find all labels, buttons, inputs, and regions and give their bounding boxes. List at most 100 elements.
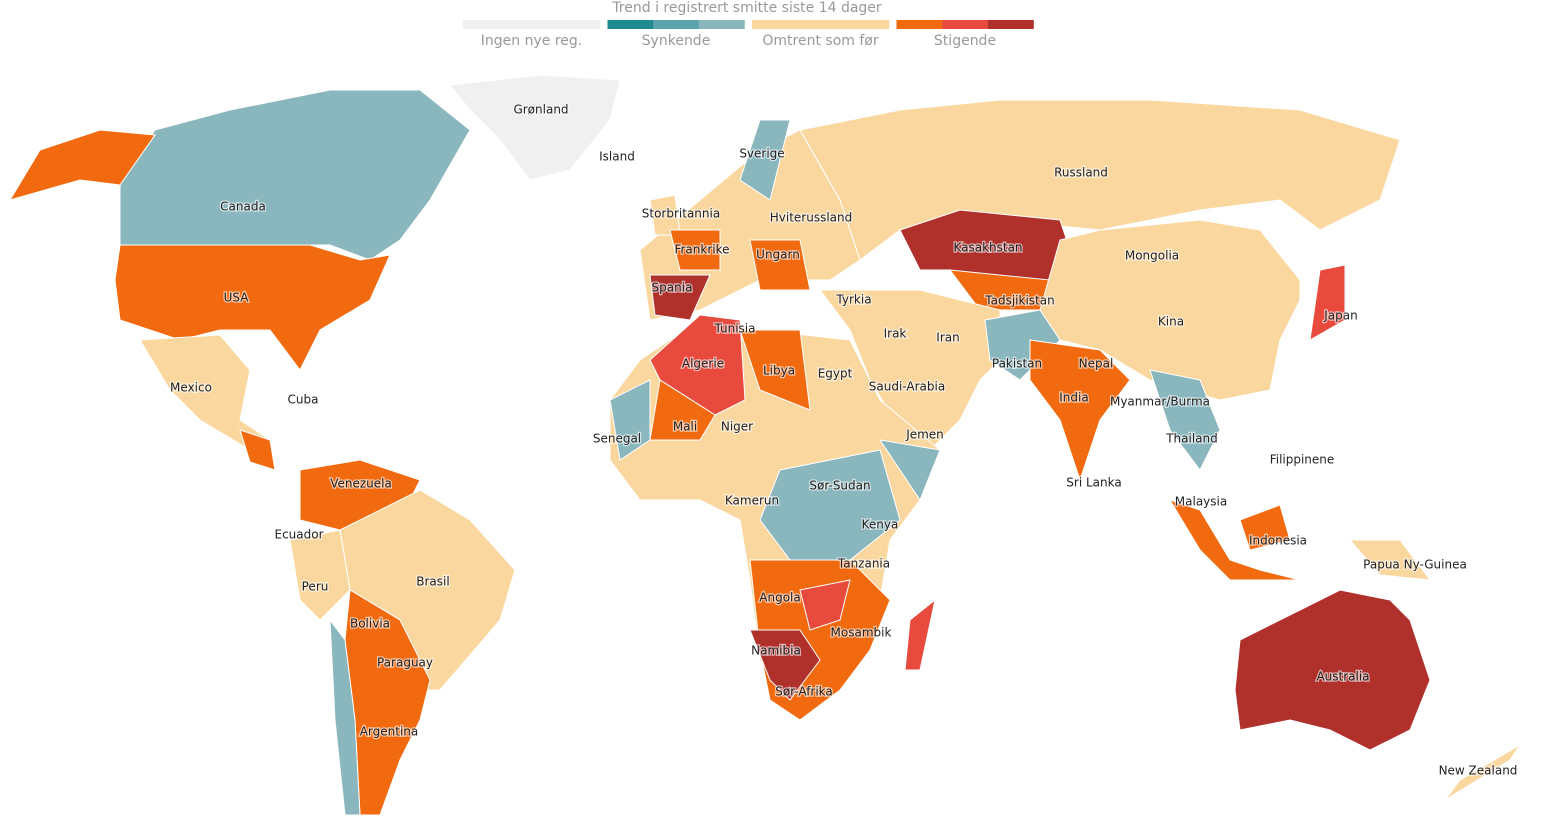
- madagascar: [904, 598, 936, 671]
- country-label: Pakistan: [992, 357, 1042, 371]
- country-label: Mosambik: [831, 626, 892, 640]
- legend-label: Stigende: [934, 33, 996, 49]
- country-label: Tyrkia: [835, 293, 871, 307]
- japan: [1309, 264, 1346, 341]
- country-label: Iran: [936, 331, 959, 345]
- papua: [1348, 539, 1432, 581]
- scandinavia: [739, 119, 791, 201]
- legend-label: Ingen nye reg.: [481, 33, 582, 49]
- country-label: Senegal: [593, 432, 641, 446]
- country-label: Sør-Afrika: [775, 685, 833, 699]
- country-label: Russland: [1054, 166, 1108, 180]
- legend: Ingen nye reg. Synkende Omtrent som før Sti…: [463, 20, 1034, 49]
- country-label: Venezuela: [330, 477, 392, 491]
- country-label: Tanzania: [837, 557, 890, 571]
- country-label: Argentina: [360, 725, 419, 739]
- country-label: Mali: [673, 420, 697, 434]
- france: [669, 229, 721, 271]
- country-label: Hviterussland: [770, 211, 853, 225]
- borneo: [1239, 504, 1291, 551]
- zambia: [799, 579, 851, 631]
- country-label: Grønland: [513, 103, 568, 117]
- country-label: Sri Lanka: [1066, 476, 1121, 490]
- country-label: Peru: [302, 580, 329, 594]
- country-label: Nepal: [1079, 357, 1114, 371]
- country-label: Paraguay: [377, 656, 433, 670]
- country-label: Australia: [1316, 670, 1369, 684]
- country-label: Kina: [1158, 315, 1184, 329]
- country-label: Mongolia: [1125, 249, 1179, 263]
- peru: [289, 529, 351, 621]
- country-label: Saudi-Arabia: [869, 380, 945, 394]
- country-label: Malaysia: [1175, 495, 1227, 509]
- legend-title: Trend i registrert smitte siste 14 dager: [611, 0, 882, 16]
- southeast-asia: [1149, 369, 1221, 471]
- country-label: Filippinene: [1270, 453, 1335, 467]
- west-africa: [609, 379, 651, 461]
- country-label: Sverige: [739, 147, 784, 161]
- middle-east: [819, 289, 1001, 461]
- country-label: Bolivia: [350, 617, 390, 631]
- country-label: Indonesia: [1249, 534, 1307, 548]
- legend-swatch: [896, 20, 943, 29]
- indonesia: [1168, 499, 1301, 581]
- country-label: Japan: [1323, 309, 1357, 323]
- chile: [329, 618, 361, 816]
- country-label: Mexico: [170, 381, 212, 395]
- legend-swatch: [942, 20, 989, 29]
- country-label: Thailand: [1165, 432, 1218, 446]
- country-label: Kamerun: [725, 494, 779, 508]
- country-label: Tadsjikistan: [984, 294, 1054, 308]
- country-label: Brasil: [416, 575, 449, 589]
- legend-swatch: [752, 20, 890, 29]
- central-america: [239, 429, 276, 471]
- spain: [649, 274, 711, 321]
- countries: [8, 74, 1521, 816]
- legend-label: Omtrent som før: [762, 33, 878, 49]
- china: [1039, 219, 1301, 401]
- country-label: Namibia: [751, 644, 801, 658]
- country-label: India: [1059, 391, 1088, 405]
- country-label: Ungarn: [756, 248, 800, 262]
- country-label: Frankrike: [674, 243, 729, 257]
- legend-swatch: [987, 20, 1034, 29]
- legend-label: Synkende: [642, 33, 711, 49]
- australia: [1234, 589, 1431, 751]
- country-label: Irak: [884, 327, 907, 341]
- country-label: Cuba: [288, 393, 319, 407]
- canada: [119, 89, 471, 261]
- country-label: Storbritannia: [642, 207, 720, 221]
- legend-swatch: [607, 20, 654, 29]
- country-label: Spania: [652, 281, 693, 295]
- mali: [649, 379, 716, 441]
- legend-swatch: [463, 20, 601, 29]
- country-label: Ecuador: [274, 528, 323, 542]
- country-label: Algerie: [682, 357, 724, 371]
- country-label: Niger: [721, 420, 753, 434]
- country-labels: Grønland Island Sverige Canada Russland Storb…: [169, 101, 1519, 779]
- country-label: New Zealand: [1439, 764, 1518, 778]
- country-label: Libya: [763, 364, 795, 378]
- country-label: Myanmar/Burma: [1110, 395, 1210, 409]
- balkans: [749, 239, 811, 291]
- india: [1029, 339, 1131, 482]
- alaska: [8, 129, 156, 201]
- greenland: [449, 74, 621, 181]
- country-label: Kasakhstan: [953, 241, 1022, 255]
- country-label: Angola: [759, 591, 800, 605]
- country-label: Island: [599, 150, 635, 164]
- country-label: Jemen: [905, 428, 944, 442]
- new-zealand: [1444, 744, 1521, 801]
- country-label: Sør-Sudan: [809, 479, 870, 493]
- country-label: Egypt: [818, 367, 853, 381]
- country-label: Tunisia: [714, 322, 756, 336]
- namibia: [749, 629, 821, 701]
- legend-swatch: [653, 20, 700, 29]
- horn-of-africa: [878, 439, 941, 502]
- country-label: USA: [224, 291, 250, 305]
- libya: [739, 329, 811, 411]
- country-label: Kenya: [862, 518, 899, 532]
- country-label: Papua Ny-Guinea: [1363, 558, 1467, 572]
- country-label: Canada: [220, 200, 266, 214]
